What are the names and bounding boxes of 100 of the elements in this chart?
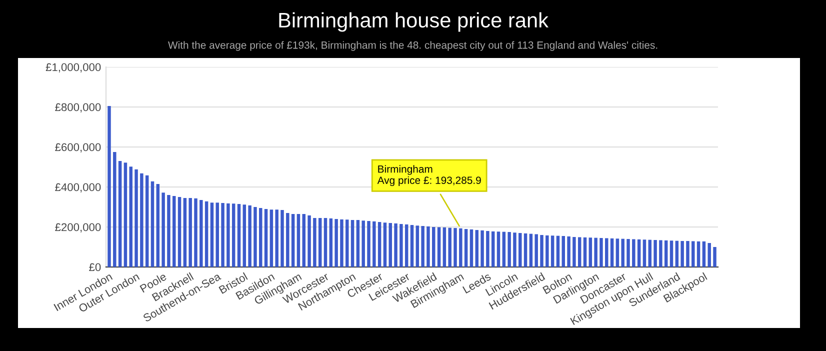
- bar: [226, 203, 230, 267]
- bar: [124, 162, 128, 267]
- bar: [642, 240, 646, 267]
- bar: [334, 219, 338, 267]
- y-tick-label: £800,000: [55, 103, 101, 112]
- bar: [594, 238, 598, 267]
- y-tick-label: £600,000: [55, 143, 101, 152]
- bar: [221, 203, 224, 267]
- bar: [129, 166, 132, 267]
- bar: [378, 222, 382, 267]
- bar: [518, 233, 522, 267]
- bar: [459, 228, 462, 267]
- bar: [708, 243, 711, 267]
- bar: [242, 204, 246, 267]
- bar: [610, 238, 614, 267]
- bar: [432, 227, 436, 267]
- bar: [291, 214, 295, 267]
- bar: [383, 222, 387, 267]
- bar: [529, 234, 533, 267]
- bar: [188, 198, 192, 267]
- bar: [356, 220, 360, 267]
- bar: [140, 173, 144, 267]
- bar: [329, 218, 333, 267]
- bar: [150, 181, 154, 267]
- bar: [556, 236, 560, 267]
- bar: [232, 204, 236, 267]
- bar: [616, 238, 620, 267]
- bar: [680, 241, 684, 267]
- bar: [637, 239, 641, 267]
- bar: [134, 169, 138, 267]
- bar: [318, 218, 322, 267]
- bar: [388, 223, 392, 267]
- bar: [210, 202, 214, 267]
- bar: [216, 202, 219, 267]
- bar: [550, 236, 554, 267]
- bar: [713, 247, 716, 267]
- bar: [448, 228, 452, 267]
- bar: [264, 209, 268, 267]
- bar: [546, 235, 549, 267]
- bar: [270, 210, 274, 267]
- bar: [162, 192, 165, 267]
- bar: [296, 214, 300, 267]
- bar: [686, 241, 690, 267]
- bar: [588, 238, 592, 267]
- bar: [156, 184, 160, 267]
- bar: [562, 236, 565, 267]
- bar: [194, 198, 198, 267]
- bar: [237, 204, 241, 267]
- bar: [346, 220, 349, 267]
- bar: [145, 175, 149, 267]
- bar: [464, 229, 468, 267]
- bar: [362, 220, 365, 267]
- bar: [654, 240, 657, 267]
- bar: [286, 213, 290, 267]
- bar: [204, 201, 208, 267]
- annotation: Birmingham Avg price £: 193,285.9: [377, 165, 481, 186]
- bar: [664, 240, 668, 267]
- bar: [275, 210, 278, 267]
- bar: [621, 238, 624, 267]
- bar: [648, 240, 652, 267]
- bar: [254, 207, 257, 267]
- bar: [692, 241, 695, 267]
- bar: [572, 237, 576, 267]
- bar: [670, 240, 674, 267]
- bar: [702, 241, 706, 267]
- bar: [540, 235, 544, 267]
- bar: [183, 198, 187, 267]
- bar: [675, 240, 679, 267]
- bar: [416, 226, 420, 267]
- bar: [508, 232, 511, 267]
- bar: [178, 197, 182, 267]
- bar: [108, 106, 111, 267]
- bar: [696, 241, 700, 267]
- bar: [567, 236, 570, 267]
- bar: [259, 208, 262, 267]
- bar: [578, 237, 582, 267]
- bar: [486, 231, 490, 267]
- bar: [394, 223, 398, 267]
- y-tick-label: £1,000,000: [46, 63, 101, 72]
- bar: [426, 226, 430, 267]
- bar: [442, 227, 446, 267]
- bar: [280, 210, 284, 267]
- bar: [308, 215, 311, 267]
- bar: [659, 240, 662, 267]
- y-tick-label: £200,000: [55, 223, 101, 232]
- bar: [372, 221, 376, 267]
- bar: [605, 238, 608, 267]
- chart-subtitle: With the average price of £193k, Birmingham is the 48. cheapest city out of 113 England and Wales' cities.: [168, 41, 658, 51]
- bar: [200, 200, 203, 267]
- bar: [475, 230, 478, 267]
- bar: [421, 226, 424, 267]
- bar: [248, 205, 252, 267]
- bar: [172, 196, 176, 267]
- bar: [491, 231, 495, 267]
- bar: [437, 227, 441, 267]
- bar: [400, 224, 403, 267]
- y-tick-label: £400,000: [55, 183, 101, 192]
- chart-title: Birmingham house price rank: [279, 12, 549, 32]
- bar: [167, 195, 170, 267]
- bar: [600, 238, 603, 267]
